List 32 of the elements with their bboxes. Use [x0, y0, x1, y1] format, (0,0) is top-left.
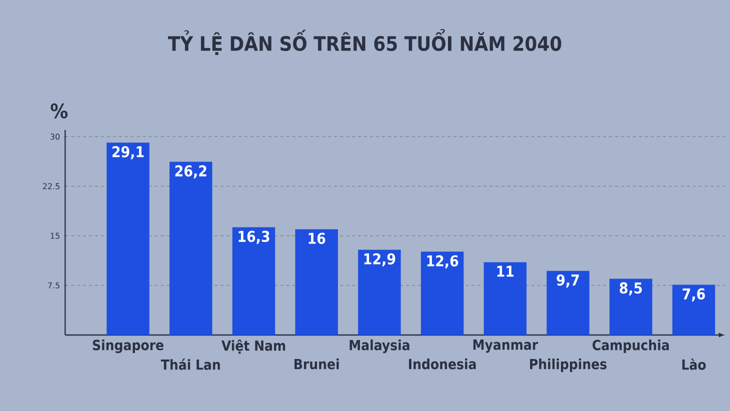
x-tick-label: Thái Lan [160, 358, 220, 370]
data-label: 12,6 [427, 255, 458, 268]
x-tick-label: Việt Nam [221, 340, 286, 354]
bar [672, 284, 716, 335]
x-tick-label: Singapore [92, 340, 164, 354]
data-label: 7,6 [682, 288, 705, 302]
bar [609, 278, 652, 335]
x-tick-label: Philippines [530, 358, 607, 372]
bar [106, 142, 150, 335]
x-tick-label: Myanmar [473, 340, 538, 353]
chart-title: TỶ LỆ DÂN SỐ TRÊN 65 TUỔI NĂM 2040 [168, 28, 562, 56]
bar [484, 262, 527, 335]
x-tick-label: Brunei [294, 358, 339, 370]
bar [295, 229, 338, 335]
data-label: 16 [308, 232, 326, 244]
data-label: 29,1 [112, 146, 144, 160]
bar [546, 270, 590, 335]
bar [169, 162, 212, 335]
bar [420, 252, 464, 335]
data-label: 9,7 [556, 274, 579, 288]
data-label: 16,3 [238, 230, 270, 244]
x-tick-label: Campuchia [592, 340, 669, 354]
data-label: 26,2 [175, 165, 206, 178]
x-tick-label: Lào [682, 358, 706, 370]
y-axis-title: % [50, 103, 68, 118]
data-label: 11 [497, 266, 514, 277]
data-label: 8,5 [620, 282, 642, 296]
x-tick-label: Indonesia [409, 358, 476, 370]
bar [232, 227, 276, 335]
bar [358, 250, 401, 335]
data-label: 12,9 [364, 253, 396, 266]
x-tick-label: Malaysia [350, 340, 410, 354]
